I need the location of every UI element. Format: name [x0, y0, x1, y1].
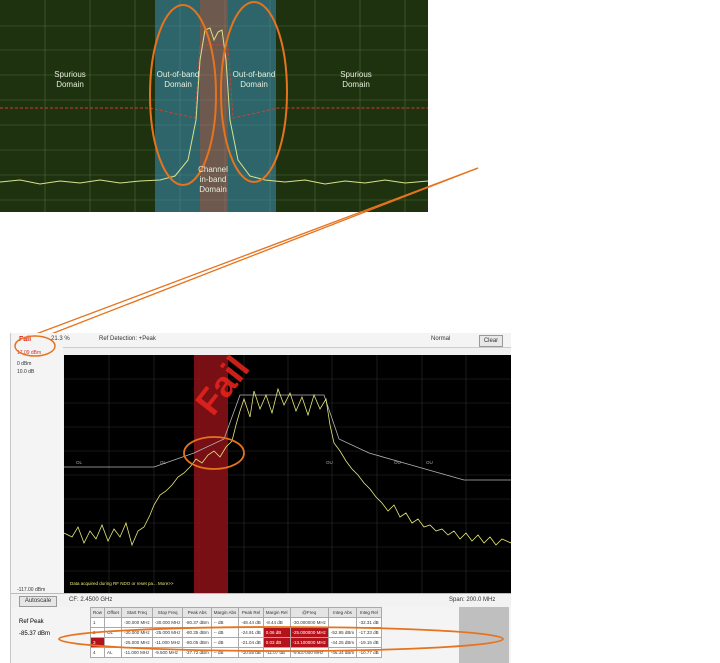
spectrum-trace [64, 387, 511, 547]
oob-right-ellipse [220, 1, 288, 183]
table-row[interactable]: 4 AL -11.000 MHz -9.500 MHz -37.72 dBm -- dB -… [89, 647, 382, 658]
table-row[interactable]: 1 -30.000 MHz -30.000 MHz -80.37 dBm -- dB -4… [89, 617, 382, 628]
header-bar: Fail 21.3 % Ref Detection: +Peak Normal … [11, 333, 511, 348]
table-cell: -10.77 dB [356, 647, 382, 658]
row-ellipse [58, 626, 504, 652]
table-cell: -37.72 dBm [182, 647, 212, 658]
autoscale-button[interactable]: Autoscale [19, 596, 57, 607]
limit-mask [64, 394, 511, 481]
spectrum-svg: OL OL OU OU OU Data acquired during RF N… [64, 355, 511, 593]
mode-label: Normal [431, 336, 451, 342]
ref-peak-label: Ref Peak [19, 619, 44, 625]
row-annotation-svg [58, 626, 504, 652]
channel-label: Channel in-band Domain [198, 165, 228, 194]
fail-spot-ellipse [183, 436, 245, 470]
status-message: Data acquired during RF NDO or reset pa.… [70, 581, 174, 586]
spurious-right-label: Spurious Domain [340, 70, 372, 89]
domain-diagram-svg [0, 0, 428, 212]
oob-left-ellipse [149, 4, 217, 186]
diagram-trace [0, 27, 428, 185]
fail-annotation-svg [14, 335, 56, 357]
spectrum-grid [64, 355, 511, 593]
fail-percent: 21.3 % [51, 336, 70, 342]
seg-label-4: OU [426, 460, 433, 465]
table-row[interactable]: 3 -25.000 MHz -11.000 MHz -80.05 dBm -- dB -2… [89, 637, 382, 648]
left-info-panel: 17.09 dBm 0 dBm 10.0 dB -117.00 dBm [11, 347, 63, 593]
seg-label-3: OU [394, 460, 401, 465]
mask-line [0, 44, 428, 119]
fail-highlight-region [194, 355, 228, 593]
clear-button[interactable]: Clear [479, 335, 503, 347]
bottom-level: -117.00 dBm [17, 587, 46, 593]
channel-region [200, 0, 228, 212]
ref-peak-value: -85.37 dBm [19, 631, 51, 637]
seg-label-1: OL [160, 460, 167, 465]
spurious-left-label: Spurious Domain [54, 70, 86, 89]
oob-right-label: Out-of-band Domain [232, 70, 276, 89]
center-frequency: CF: 2.4500 GHz [69, 597, 113, 603]
table-cell: -- dB [210, 647, 240, 658]
oob-left-region [155, 0, 200, 212]
span-value: Span: 200.0 MHz [449, 597, 496, 603]
results-area: Ref Peak -85.37 dBm Row Offset Start Freq S… [11, 607, 511, 663]
arrow-line-2 [27, 167, 479, 344]
ref-level: 17.09 dBm [17, 350, 42, 356]
table-cell: AL [104, 647, 122, 658]
domain-diagram-panel: Spurious Domain Out-of-band Domain Out-o… [0, 0, 428, 212]
fail-status: Fail [19, 336, 32, 343]
seg-label-0: OL [76, 460, 83, 465]
oob-left-label: Out-of-band Domain [156, 70, 200, 89]
arrow-line-1 [19, 167, 479, 341]
analyzer-window: Fail 21.3 % Ref Detection: +Peak Normal … [10, 333, 511, 663]
results-table: Row Offset Start Freq Stop Freq Peak Abs Marg… [89, 607, 382, 658]
table-row[interactable]: 2 OL -30.000 MHz -25.000 MHz -80.35 dBm -- dB… [89, 627, 382, 638]
fail-ellipse [14, 335, 56, 357]
bottom-bar: Autoscale CF: 2.4500 GHz Span: 200.0 MHz [11, 593, 511, 608]
seg-label-2: OU [326, 460, 333, 465]
scale-div: 10.0 dB [17, 369, 35, 375]
table-cell: 4 [89, 647, 106, 658]
results-body: 1 -30.000 MHz -30.000 MHz -80.37 dBm -- dB -4… [89, 617, 382, 658]
ref-detection: Ref Detection: +Peak [99, 336, 156, 342]
table-cell: -46.34 dBm [327, 647, 358, 658]
ref-offset: 0 dBm [17, 361, 32, 367]
spectrum-display: OL OL OU OU OU Data acquired during RF N… [64, 355, 511, 593]
